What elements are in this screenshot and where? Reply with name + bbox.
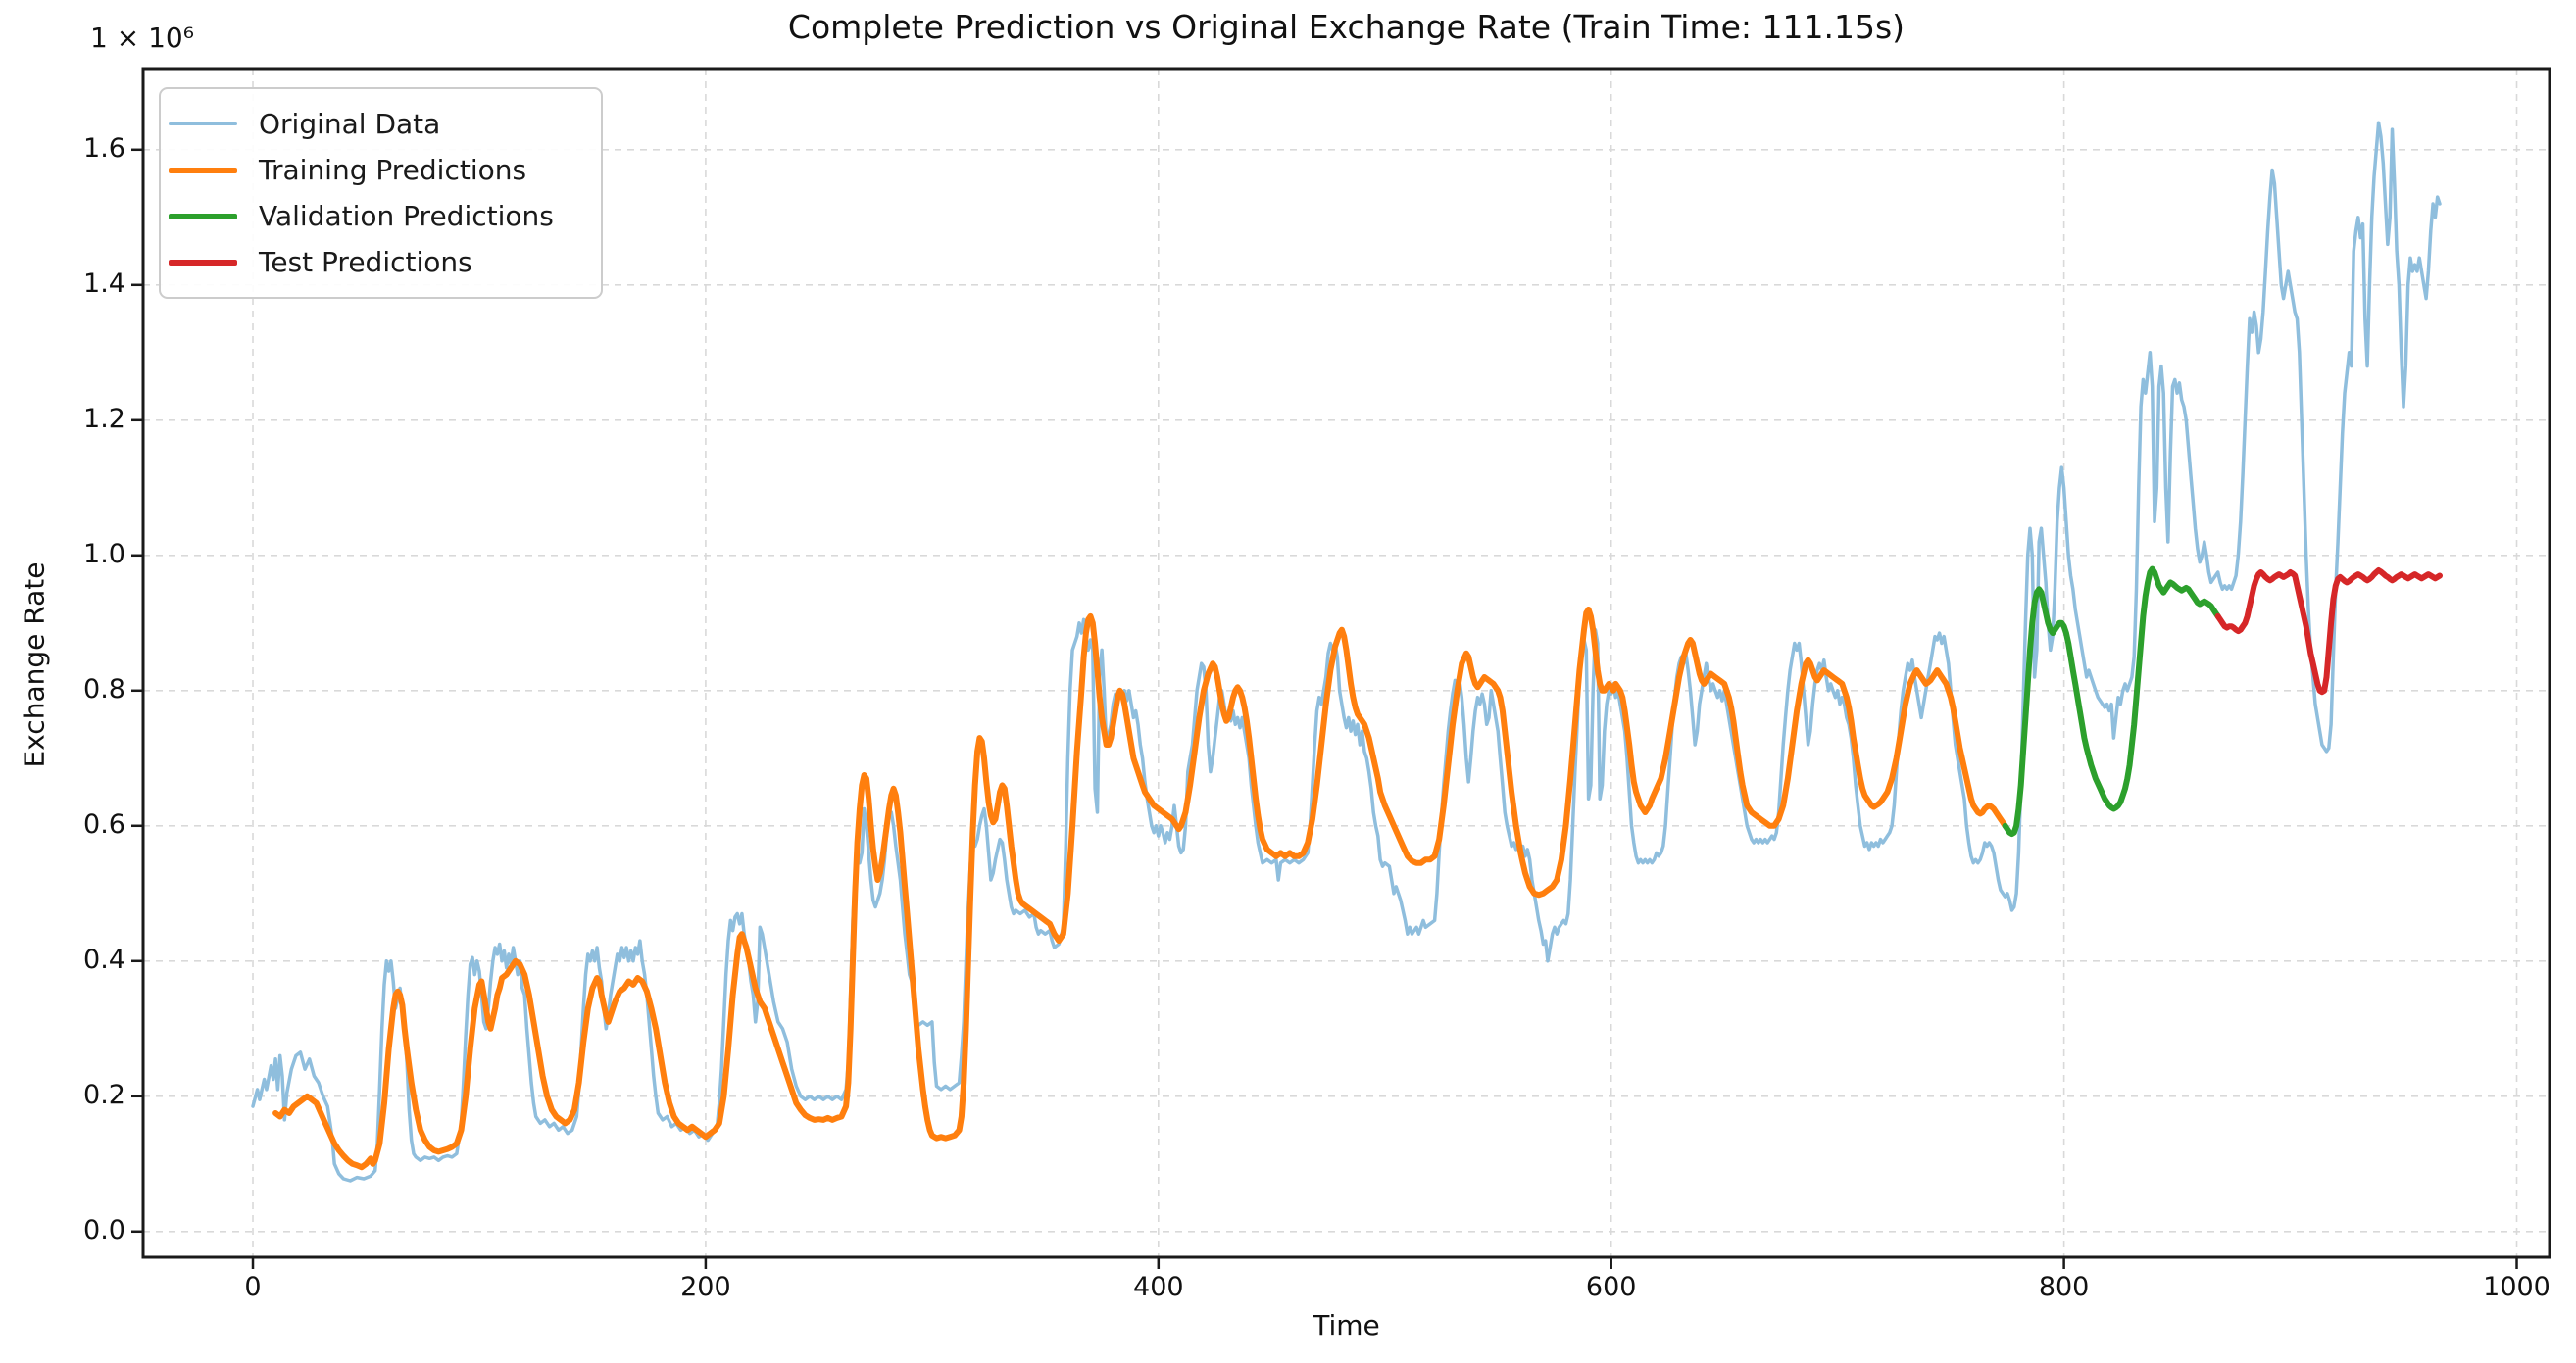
series-line-training-predictions <box>272 607 2008 1171</box>
series-line-validation-predictions <box>2002 565 2221 838</box>
legend-item-test-predictions: Test Predictions <box>169 239 585 285</box>
y-tick-label: 0.4 <box>83 944 125 975</box>
legend-item-validation-predictions: Validation Predictions <box>169 193 585 239</box>
x-axis-label: Time <box>1313 1309 1380 1341</box>
legend-label: Original Data <box>259 108 441 140</box>
legend-line-original-data <box>169 122 237 126</box>
y-tick-label: 1.4 <box>83 268 125 299</box>
y-tick-label: 0.6 <box>83 808 125 840</box>
x-tick-label: 0 <box>244 1272 262 1302</box>
y-tick-label: 1.6 <box>83 132 125 164</box>
series-line-test-predictions <box>2214 567 2443 696</box>
axes-spines <box>141 67 2551 1259</box>
legend-item-training-predictions: Training Predictions <box>169 147 585 193</box>
legend-line-training-predictions <box>169 167 237 173</box>
y-tick-label: 1.0 <box>83 538 125 569</box>
legend-line-test-predictions <box>169 259 237 266</box>
y-tick-label: 0.8 <box>83 673 125 705</box>
x-tick-label: 800 <box>2038 1272 2090 1302</box>
chart-title: Complete Prediction vs Original Exchange… <box>787 8 1906 46</box>
legend: Original Data Training Predictions Validat… <box>159 87 603 299</box>
legend-label: Test Predictions <box>259 246 472 278</box>
y-tick-label: 0.2 <box>83 1079 125 1110</box>
y-axis-offset-label: 1 × 10⁶ <box>90 22 194 54</box>
legend-label: Training Predictions <box>259 154 527 186</box>
y-tick-label: 0.0 <box>83 1214 125 1245</box>
x-tick-label: 400 <box>1133 1272 1184 1302</box>
x-tick-label: 1000 <box>2483 1272 2551 1302</box>
legend-item-original-data: Original Data <box>169 101 585 147</box>
x-tick-label: 200 <box>680 1272 731 1302</box>
y-tick-label: 1.2 <box>83 403 125 434</box>
legend-line-validation-predictions <box>169 213 237 219</box>
x-tick-label: 600 <box>1585 1272 1637 1302</box>
legend-label: Validation Predictions <box>259 200 554 232</box>
